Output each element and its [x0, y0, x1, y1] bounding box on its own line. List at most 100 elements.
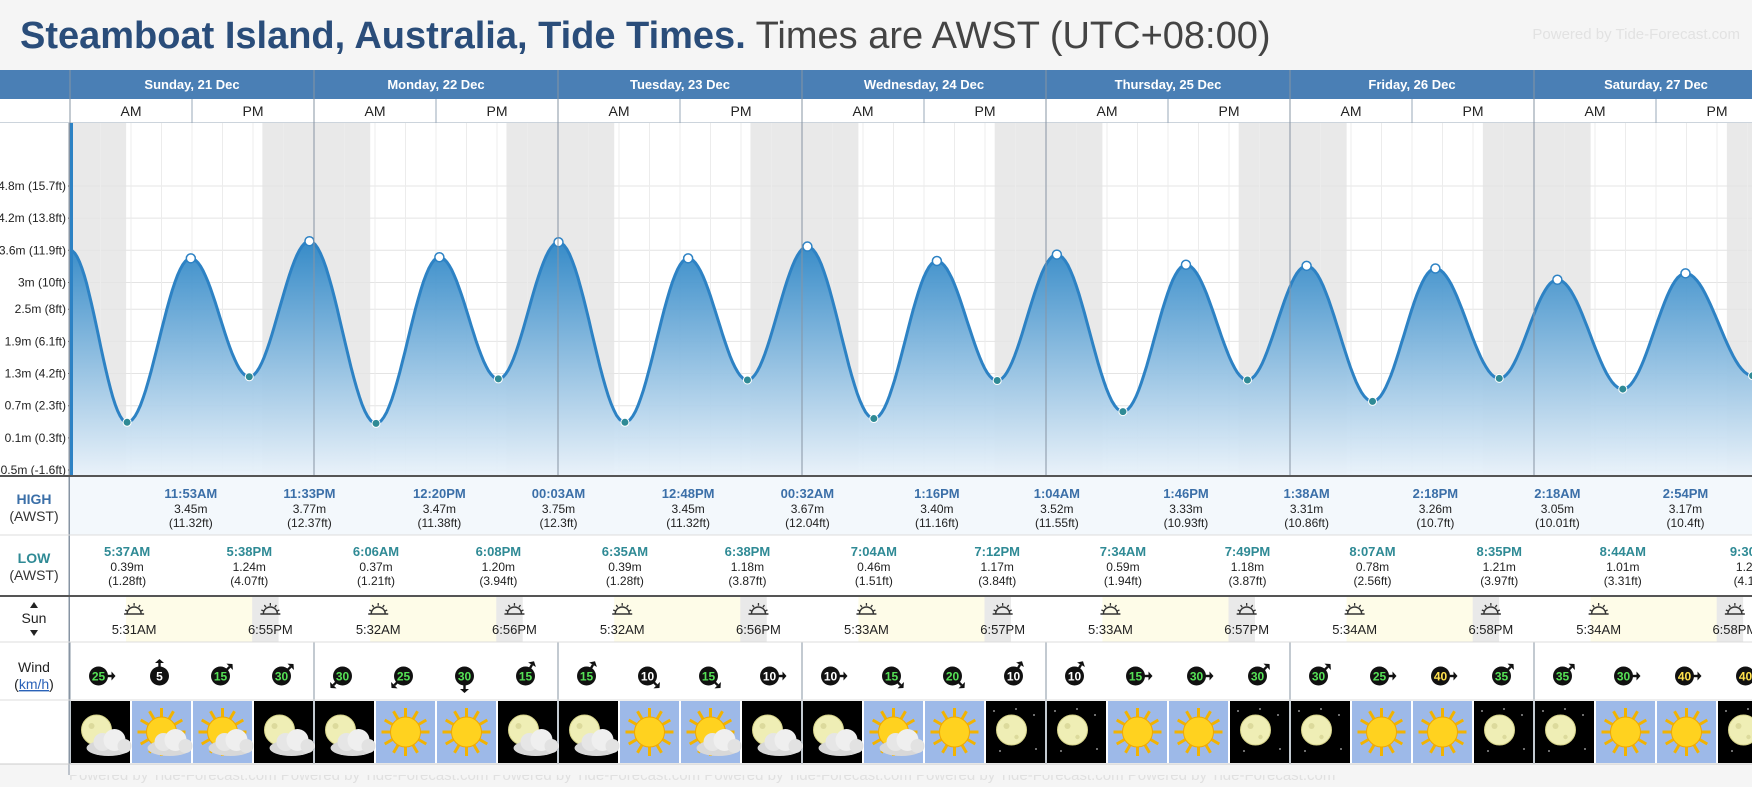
low-tide-point — [244, 372, 254, 382]
sun-ray — [274, 604, 277, 608]
sun-ray — [1448, 710, 1456, 720]
sunset-icon — [1236, 603, 1257, 615]
sun-ray — [1143, 744, 1151, 754]
sunset-time: 6:55PM — [248, 622, 293, 637]
daylight-band — [1102, 597, 1239, 642]
sunrise-icon — [124, 603, 145, 615]
moon-icon — [1230, 701, 1289, 763]
sun-ray — [368, 609, 372, 612]
sunset-band — [1716, 597, 1744, 642]
star — [1320, 708, 1322, 710]
sun-ray — [941, 710, 949, 720]
wind-arrow-icon: 30 — [1614, 666, 1641, 686]
sun-ray — [139, 738, 150, 746]
sun-ray — [1448, 744, 1456, 754]
wind-speed: 10 — [763, 670, 777, 684]
wind-arrow-icon: 15 — [1126, 666, 1153, 686]
wind-badge — [1004, 666, 1023, 686]
sun-disc — [1122, 716, 1153, 748]
sun-ray — [200, 738, 211, 746]
wind-speed: 15 — [214, 670, 228, 684]
sun-icon — [1596, 701, 1655, 763]
sunset-band — [740, 597, 767, 642]
tide-area — [70, 241, 1752, 475]
low-tide-feet: (4.13ft) — [1734, 574, 1752, 588]
wind-arrow-head — [1209, 671, 1214, 681]
wind-badge — [1614, 666, 1633, 686]
wind-speed: 25 — [92, 670, 106, 684]
sunrise-time: 5:32AM — [600, 622, 645, 637]
tide-plot — [70, 123, 1752, 475]
sunrise-icon — [1100, 603, 1121, 615]
y-tick-label: 0.7m (2.3ft) — [5, 399, 66, 413]
wind-speed: 30 — [1617, 670, 1631, 684]
low-tide-point — [1242, 375, 1252, 385]
star — [1237, 710, 1239, 712]
low-tide-height: 1.20m — [482, 560, 515, 574]
sun-ray — [1698, 738, 1709, 746]
high-tide-feet: (10.7ft) — [1416, 516, 1454, 530]
high-tide-feet: (12.04ft) — [785, 516, 830, 530]
star — [1298, 710, 1300, 712]
wind-speed: 15 — [519, 670, 533, 684]
sun-ray — [263, 604, 267, 608]
y-axis-line — [70, 123, 73, 475]
high-tide-point — [553, 237, 564, 248]
wind-arrow-head — [958, 682, 965, 689]
sun-ray — [697, 710, 705, 720]
sunset-arc — [1727, 606, 1743, 615]
low-tide-height: 0.39m — [608, 560, 641, 574]
sun-ray — [1348, 604, 1351, 608]
moon-cloud-icon — [498, 701, 559, 763]
sun-ray — [716, 710, 724, 720]
cloud-puff — [605, 739, 620, 753]
wind-unit-link[interactable]: km/h — [19, 676, 49, 692]
pm-label: PM — [243, 103, 264, 119]
sun-ray — [139, 718, 150, 726]
sun-ray — [1387, 710, 1395, 720]
sun-disc — [1366, 716, 1397, 748]
sun-ray — [688, 718, 699, 726]
sunrise-time: 5:33AM — [844, 622, 889, 637]
cloud — [696, 729, 742, 756]
day-label: Saturday, 27 Dec — [1604, 77, 1708, 92]
star — [1584, 748, 1586, 750]
low-tide-feet: (1.28ft) — [606, 574, 644, 588]
sun-ray — [612, 609, 616, 612]
sun-ray — [518, 604, 521, 608]
low-tide-height: 1.24m — [233, 560, 266, 574]
low-tide-time: 6:35AM — [602, 544, 648, 559]
high-tide-height: 3.33m — [1169, 502, 1202, 516]
wind-arrow-icon: 40 — [1431, 666, 1458, 686]
wind-badge — [943, 666, 962, 686]
sun-ray — [636, 744, 644, 754]
daylight-band — [126, 597, 263, 642]
sun-ray — [411, 744, 419, 754]
sunrise-time: 5:31AM — [112, 622, 157, 637]
sun-ray — [1149, 738, 1160, 746]
sunset-time: 6:57PM — [980, 622, 1025, 637]
sun-ray — [1673, 744, 1681, 754]
wind-badge — [150, 666, 169, 686]
day-label: Thursday, 25 Dec — [1115, 77, 1222, 92]
cloud — [208, 729, 254, 756]
sun-ray — [1393, 738, 1404, 746]
sun-ray — [1603, 738, 1614, 746]
cloud — [757, 729, 803, 756]
high-tide-height: 3.05m — [1541, 502, 1574, 516]
y-tick-label: 1.9m (6.1ft) — [5, 334, 66, 348]
moon-crater — [332, 723, 339, 729]
sunset-arc — [1238, 606, 1255, 615]
sun-ray — [966, 718, 977, 726]
day-label: Tuesday, 23 Dec — [630, 77, 730, 92]
cloud — [818, 729, 864, 756]
moon-crater — [88, 723, 95, 729]
sunrise-icon — [612, 603, 633, 615]
sun-ray — [1605, 609, 1608, 612]
sun-ray — [688, 738, 699, 746]
low-tide-feet: (2.56ft) — [1354, 574, 1392, 588]
wind-arrow-icon: 10 — [638, 666, 660, 689]
sun-ray — [627, 718, 638, 726]
sun-ray — [453, 710, 461, 720]
sun-ray — [520, 609, 524, 612]
